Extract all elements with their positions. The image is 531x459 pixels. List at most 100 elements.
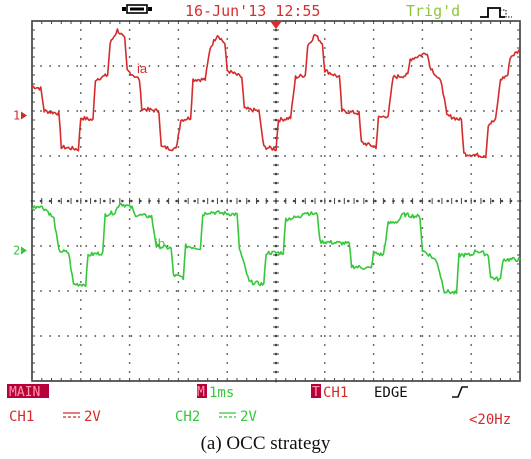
grid-dot	[323, 353, 326, 355]
trigger-position-marker	[270, 21, 282, 29]
grid-dot	[329, 335, 332, 337]
grid-dot	[177, 29, 180, 31]
grid-dot	[464, 245, 467, 247]
grid-dot	[40, 155, 42, 157]
grid-dot	[79, 101, 82, 103]
grid-dot	[372, 128, 375, 130]
grid-dot	[421, 128, 424, 130]
grid-dot	[372, 119, 375, 121]
grid-dot	[184, 290, 187, 292]
grid-dot	[79, 191, 82, 193]
grid-dot	[323, 344, 326, 346]
grid-dot	[166, 65, 169, 67]
grid-dot	[177, 353, 180, 355]
grid-dot	[226, 254, 229, 256]
grid-dot	[501, 65, 503, 67]
grid-dot	[323, 236, 326, 238]
grid-dot	[193, 199, 196, 203]
grid-dot	[383, 155, 386, 157]
grid-dot	[67, 290, 69, 292]
grid-dot	[112, 335, 115, 337]
grid-dot	[128, 299, 131, 301]
grid-dot	[501, 155, 503, 157]
grid-dot	[323, 263, 326, 265]
grid-dot	[85, 245, 88, 247]
grid-dot	[323, 182, 326, 184]
grid-dot	[446, 335, 449, 337]
grid-dot	[421, 299, 424, 301]
grid-dot	[76, 290, 79, 292]
ch1-marker-label: 1	[13, 109, 20, 123]
grid-dot	[329, 245, 332, 247]
grid-dot	[421, 92, 424, 94]
grid-dot	[103, 290, 106, 292]
grid-dot	[338, 199, 341, 203]
grid-dot	[184, 335, 187, 337]
grid-dot	[372, 371, 375, 373]
date-time: 16-Jun'13 12:55	[185, 2, 320, 20]
grid-dot	[121, 199, 124, 203]
grid-dot	[372, 272, 375, 274]
grid-dot	[338, 290, 341, 292]
grid-dot	[372, 263, 375, 265]
main-mode-badge	[7, 384, 49, 398]
grid-dot	[226, 38, 229, 40]
grid-dot	[446, 65, 449, 67]
grid-dot	[226, 335, 229, 337]
grid-dot	[501, 245, 503, 247]
grid-dot	[177, 101, 180, 103]
grid-dot	[177, 155, 180, 157]
grid-dot	[220, 65, 223, 67]
grid-dot	[323, 191, 326, 193]
footer-channels: CH1 2V CH2 2V <20Hz	[9, 409, 511, 428]
grid-dot	[202, 155, 205, 157]
ia-waveform	[32, 28, 521, 159]
grid-dot	[410, 335, 413, 337]
grid-dot	[76, 245, 79, 247]
grid-dot	[148, 155, 151, 157]
grid-dot	[372, 344, 375, 346]
trigger-marker: T	[312, 385, 320, 400]
grid-dot	[166, 155, 169, 157]
grid-dot	[421, 38, 424, 40]
grid-dot	[79, 209, 82, 211]
grid-dot	[470, 308, 473, 310]
grid-dot	[323, 281, 326, 283]
grid-dot	[202, 199, 205, 203]
grid-dot	[220, 245, 223, 247]
grid-dot	[329, 65, 332, 67]
grid-dot	[248, 290, 250, 292]
grid-dot	[79, 92, 82, 94]
grid-dot	[266, 335, 268, 337]
grid-dot	[347, 65, 350, 67]
grid-dot	[419, 65, 422, 67]
grid-dot	[79, 263, 82, 265]
grid-dot	[202, 65, 205, 67]
grid-dot	[184, 155, 187, 157]
grid-dot	[121, 65, 124, 67]
grid-dot	[293, 335, 295, 337]
grid-dot	[320, 290, 323, 292]
grid-dot	[419, 155, 422, 157]
grid-dot	[311, 335, 313, 337]
ib-waveform	[31, 203, 521, 295]
ch1-dc-coupling-icon	[63, 412, 80, 418]
grid-dot	[177, 83, 180, 85]
grid-dot	[226, 344, 229, 346]
grid-dot	[491, 199, 495, 203]
grid-dot	[356, 110, 359, 112]
ch2-ground-marker: 2	[13, 244, 27, 258]
grid-dot	[323, 290, 326, 292]
grid-dot	[148, 245, 151, 247]
grid-dot	[248, 65, 250, 67]
grid-dot	[338, 65, 341, 67]
rising-edge-icon	[452, 386, 468, 398]
grid-dot	[372, 74, 375, 76]
grid-dot	[428, 290, 431, 292]
grid-dot	[372, 308, 375, 310]
grid-dot	[421, 155, 424, 157]
grid-dot	[226, 236, 229, 238]
grid-dot	[248, 245, 250, 247]
grid-dot	[66, 199, 70, 203]
grid-dot	[392, 335, 395, 337]
